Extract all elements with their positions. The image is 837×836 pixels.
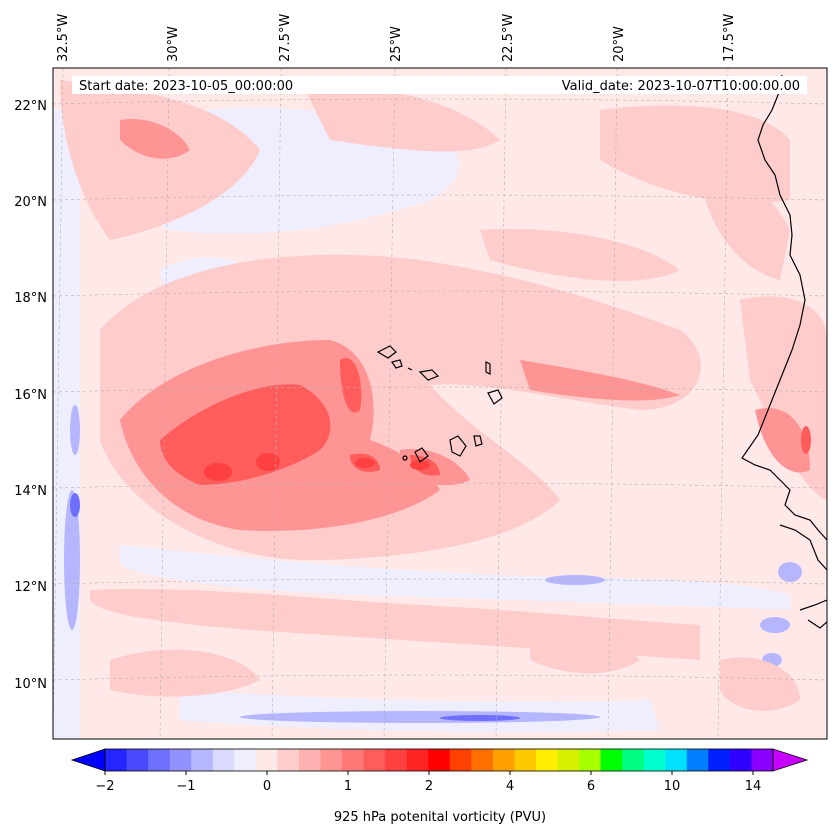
map-frame <box>52 67 828 740</box>
colorbar-segment <box>234 749 257 771</box>
colorbar-segment <box>708 749 731 771</box>
map-panel <box>53 68 827 739</box>
colorbar-segment <box>729 749 752 771</box>
colorbar-segment <box>320 749 343 771</box>
latitude-labels: 22°N 20°N 18°N 16°N 14°N 12°N 10°N <box>14 99 47 692</box>
graticule <box>53 68 827 739</box>
colorbar-segment <box>643 749 666 771</box>
lat-label-14n: 14°N <box>14 484 47 499</box>
colorbar-segment <box>557 749 580 771</box>
colorbar-segment <box>686 749 709 771</box>
colorbar-segment <box>385 749 408 771</box>
cabo-verde-islands <box>376 345 503 463</box>
lon-label-30w: 30°W <box>166 26 181 62</box>
colorbar-segment <box>535 749 559 771</box>
colorbar-segment <box>277 749 300 771</box>
cbar-tick-label: −2 <box>95 779 114 794</box>
pv-positive-peak-contours <box>204 453 430 481</box>
lat-label-12n: 12°N <box>14 580 47 595</box>
lat-label-20n: 20°N <box>14 195 47 210</box>
lon-label-32-5w: 32.5°W <box>56 14 71 62</box>
colorbar-segment <box>471 749 494 771</box>
valid-date-label: Valid_date: 2023-10-07T10:00:00.00 <box>562 79 800 94</box>
colorbar-segment <box>751 749 774 771</box>
colorbar-segment <box>428 749 451 771</box>
colorbar-segment <box>255 749 278 771</box>
colorbar-segment <box>600 749 623 771</box>
colorbar-min-extension <box>70 748 106 772</box>
cbar-tick-label: 6 <box>587 779 595 794</box>
lat-label-10n: 10°N <box>14 677 47 692</box>
colorbar-segment <box>492 749 515 771</box>
cbar-tick-label: 0 <box>263 779 271 794</box>
lon-label-20w: 20°W <box>612 26 627 62</box>
colorbar-segment <box>212 749 235 771</box>
date-banner <box>72 76 807 94</box>
cbar-tick-label: −1 <box>176 779 195 794</box>
colorbar-segment <box>342 749 365 771</box>
cbar-tick-label: 10 <box>664 779 681 794</box>
colorbar-segment <box>449 749 472 771</box>
lon-label-25w: 25°W <box>389 26 404 62</box>
coastline-africa <box>741 74 827 629</box>
cbar-tick-label: 1 <box>344 779 352 794</box>
colorbar-segment <box>298 749 321 771</box>
colorbar-segment <box>363 749 386 771</box>
lat-label-16n: 16°N <box>14 388 47 403</box>
lat-label-22n: 22°N <box>14 99 47 114</box>
colorbar-segment <box>126 749 149 771</box>
colorbar-title: 925 hPa potenital vorticity (PVU) <box>334 810 546 825</box>
longitude-labels: 32.5°W 30°W 27.5°W 25°W 22.5°W 20°W 17.5… <box>56 14 737 62</box>
colorbar-segment <box>514 749 537 771</box>
colorbar-segments <box>105 749 774 771</box>
colorbar-segment <box>105 749 128 771</box>
colorbar-segment <box>579 749 602 771</box>
start-date-label: Start date: 2023-10-05_00:00:00 <box>79 79 293 94</box>
cbar-tick-label: 14 <box>745 779 762 794</box>
cbar-tick-label: 4 <box>506 779 514 794</box>
pv-negative-strong-contours <box>70 493 520 721</box>
lon-label-27-5w: 27.5°W <box>278 14 293 62</box>
colorbar-ticks <box>104 771 754 775</box>
lon-label-17-5w: 17.5°W <box>722 14 737 62</box>
colorbar: −2 −1 0 1 2 4 6 10 14 925 hPa potenital … <box>70 748 809 825</box>
colorbar-segment <box>148 749 171 771</box>
colorbar-tick-labels: −2 −1 0 1 2 4 6 10 14 <box>95 779 761 794</box>
pv-positive-strong-contours <box>160 358 811 485</box>
colorbar-segment <box>622 749 645 771</box>
lon-label-22-5w: 22.5°W <box>501 14 516 62</box>
colorbar-segment <box>169 749 192 771</box>
colorbar-segment <box>665 749 688 771</box>
cbar-tick-label: 2 <box>425 779 433 794</box>
colorbar-segment <box>406 749 429 771</box>
lat-label-18n: 18°N <box>14 291 47 306</box>
colorbar-max-extension <box>772 748 809 772</box>
colorbar-segment <box>191 749 214 771</box>
pv-positive-weak-contours <box>60 80 827 711</box>
colorbar-frame <box>104 748 774 772</box>
